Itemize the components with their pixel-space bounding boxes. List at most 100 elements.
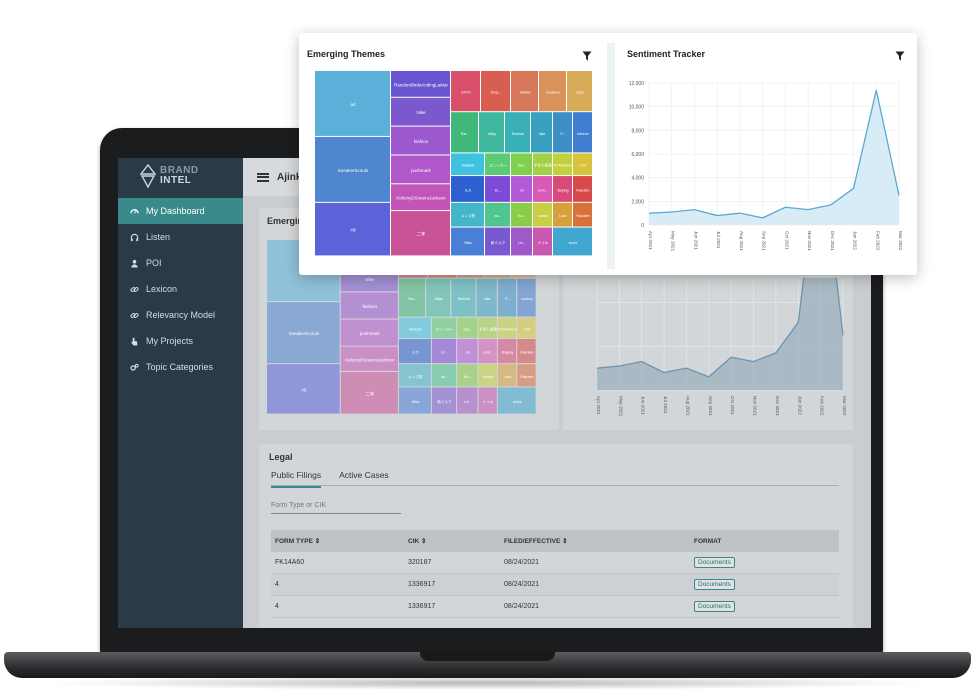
treemap-cell[interactable]: Lin... (511, 227, 532, 256)
treemap-cell[interactable]: fashion (340, 292, 398, 319)
treemap-cell[interactable]: Rakuten (573, 202, 592, 227)
treemap-cell[interactable]: El... (431, 338, 457, 364)
sidebar-item-label: My Projects (146, 336, 194, 346)
treemap-cell[interactable]: Rakuten (573, 176, 592, 202)
treemap-cell[interactable]: Rakuten (517, 364, 536, 387)
treemap-cell[interactable]: 新ミルク (431, 387, 457, 414)
treemap-cell[interactable]: shop... (481, 71, 510, 112)
tab-public-filings[interactable]: Public Filings (271, 470, 322, 488)
treemap-cell[interactable]: lolseno (517, 278, 536, 317)
treemap-cell[interactable]: Maikadl (398, 317, 431, 338)
treemap-cell[interactable]: Maikadl (451, 153, 484, 176)
sidebar-item-poi[interactable]: POI (118, 250, 243, 276)
x-tick-label: Apr 2021 (648, 231, 653, 250)
treemap-cell[interactable]: poshmark (340, 319, 398, 346)
treemap-cell[interactable]: ナイキ (478, 387, 497, 414)
documents-button[interactable]: Documents (694, 557, 735, 568)
sidebar-item-my-projects[interactable]: My Projects (118, 328, 243, 354)
treemap-cell[interactable]: sneakers (539, 71, 566, 112)
treemap-cell[interactable]: ルカ (451, 176, 484, 202)
treemap-cell[interactable]: fashion (391, 126, 450, 155)
treemap-cell[interactable]: メンズ型 (398, 364, 431, 387)
documents-button[interactable]: Documents (694, 601, 735, 612)
treemap-cell[interactable]: ad (315, 71, 390, 136)
form-type-input[interactable] (271, 498, 401, 514)
treemap-cell[interactable]: NYMelbeca (553, 153, 572, 176)
treemap-cell[interactable]: P... (497, 278, 517, 317)
sidebar-item-topic-categories[interactable]: Topic Categories (118, 354, 243, 380)
treemap-cell[interactable]: KeltonyDSneeruJackson (340, 346, 398, 371)
treemap-cell[interactable]: Buying (553, 176, 572, 202)
treemap-cell[interactable]: adidas (511, 71, 538, 112)
treemap-cell[interactable]: score (553, 227, 592, 256)
treemap-cell[interactable]: Rakuten (517, 338, 536, 364)
treemap-cell[interactable]: Nika (451, 227, 484, 256)
header-cik[interactable]: CIK ⇕ (408, 538, 427, 545)
treemap-cell[interactable]: ナイキ (533, 227, 552, 256)
treemap-cell[interactable]: Bo... (457, 364, 478, 387)
treemap-cell[interactable]: スニーカー (431, 317, 457, 338)
treemap-cell[interactable]: sn (511, 176, 532, 202)
treemap-cell[interactable]: eBay (479, 112, 504, 153)
treemap-cell[interactable]: Lin... (457, 387, 478, 414)
treemap-cell[interactable]: RandomBirdsAndingLaMar (391, 71, 450, 97)
filter-icon[interactable] (895, 51, 905, 61)
treemap-cell[interactable]: NYMelbeca (497, 317, 517, 338)
treemap-cell[interactable]: El... (485, 176, 510, 202)
treemap-cell[interactable]: SneakerScouts (267, 302, 340, 364)
treemap-cell[interactable]: 手形と藤森 (478, 317, 498, 338)
treemap-cell[interactable]: All (267, 364, 340, 414)
treemap-cell[interactable]: nike (476, 278, 497, 317)
treemap-cell[interactable]: Reebok (505, 112, 530, 153)
treemap-cell[interactable]: Swi... (457, 317, 478, 338)
treemap-cell[interactable]: CNYC (451, 71, 480, 112)
treemap-cell[interactable]: LOA (573, 153, 592, 176)
treemap-cell[interactable]: Bo... (511, 202, 532, 227)
treemap-cell[interactable]: Buying (497, 338, 517, 364)
treemap-cell[interactable]: メンズ型 (451, 202, 484, 227)
treemap-cell[interactable]: Rai... (451, 112, 478, 153)
treemap-cell[interactable]: 二年 (340, 371, 398, 414)
treemap-cell[interactable]: ao... (431, 364, 457, 387)
treemap-cell[interactable]: Luke (553, 202, 572, 227)
brand-logo[interactable]: BRAND INTEL (140, 164, 199, 188)
filter-icon[interactable] (582, 51, 592, 61)
sidebar-item-listen[interactable]: Listen (118, 224, 243, 250)
treemap-cell[interactable]: nike (531, 112, 552, 153)
treemap-cell[interactable]: sn (457, 338, 478, 364)
treemap-cell[interactable]: Swi... (511, 153, 532, 176)
treemap-cell[interactable]: poshmark (391, 155, 450, 184)
treemap-cell[interactable]: prot... (478, 338, 497, 364)
treemap-cell[interactable]: ao... (485, 202, 510, 227)
treemap-cell[interactable]: Rai... (398, 278, 426, 317)
treemap-cell[interactable]: 手形と藤森 (533, 153, 552, 176)
documents-button[interactable]: Documents (694, 579, 735, 590)
treemap-cell[interactable]: eBay (426, 278, 451, 317)
treemap-cell[interactable]: style (567, 71, 592, 112)
treemap-cell[interactable]: lolseno (573, 112, 592, 153)
treemap-cell[interactable]: Reebok (451, 278, 476, 317)
treemap-cell[interactable]: score (497, 387, 536, 414)
treemap-cell[interactable]: ルカ (398, 338, 431, 364)
header-form-type[interactable]: FORM TYPE ⇕ (275, 538, 321, 545)
treemap-cell[interactable]: スニーカー (485, 153, 510, 176)
treemap-cell[interactable]: P... (553, 112, 572, 153)
menu-icon[interactable] (257, 172, 269, 182)
tab-active-cases[interactable]: Active Cases (339, 470, 389, 480)
treemap-cell[interactable]: Nika (398, 387, 431, 414)
treemap-cell[interactable]: Luke (497, 364, 517, 387)
sidebar-item-relevancy-model[interactable]: Relevancy Model (118, 302, 243, 328)
treemap-cell[interactable]: All (315, 202, 390, 256)
sidebar-item-lexicon[interactable]: Lexicon (118, 276, 243, 302)
treemap-cell[interactable]: 新ミルク (485, 227, 510, 256)
treemap-cell[interactable]: 二年 (391, 211, 450, 256)
treemap-cell[interactable]: LOA (517, 317, 536, 338)
treemap-cell[interactable]: KeltonyDSneeruJackson (391, 184, 450, 211)
treemap-cell[interactable]: scalar (478, 364, 497, 387)
header-filed-effective[interactable]: FILED/EFFECTIVE ⇕ (504, 538, 568, 545)
treemap-cell[interactable]: prot... (533, 176, 552, 202)
treemap-cell[interactable]: SneakerScouts (315, 136, 390, 202)
treemap-cell[interactable]: Nike (391, 97, 450, 126)
treemap-cell[interactable]: scalar (533, 202, 552, 227)
sidebar-item-my-dashboard[interactable]: My Dashboard (118, 198, 243, 224)
